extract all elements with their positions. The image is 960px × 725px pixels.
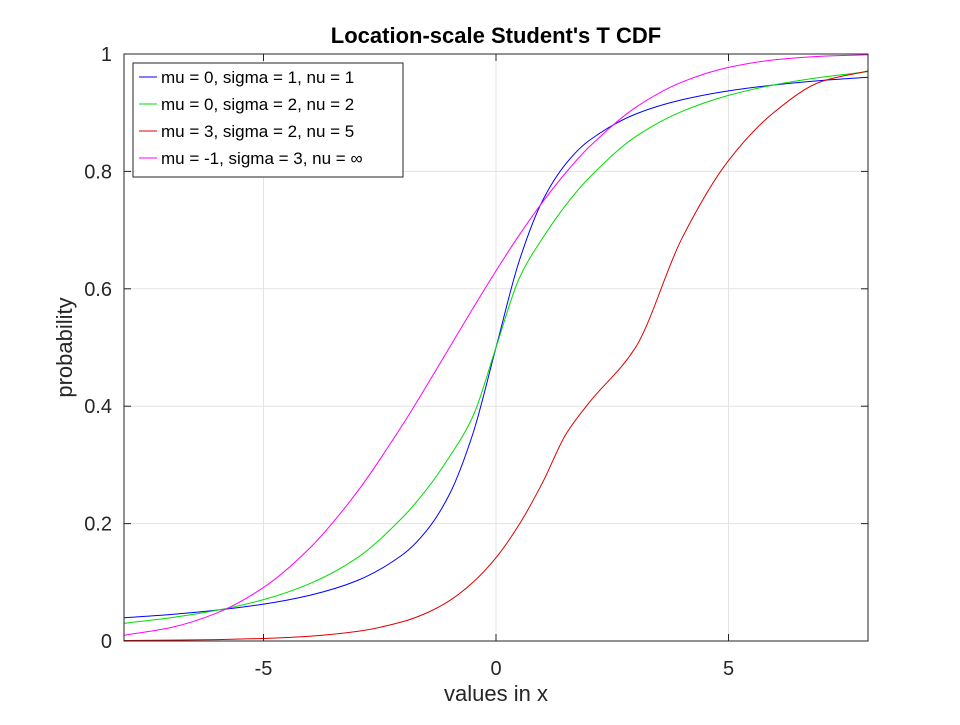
y-axis-label: probability [52, 297, 77, 397]
legend-entry: mu = 0, sigma = 2, nu = 2 [161, 95, 354, 114]
axis-ticks: -5 0 5 0 0.2 0.4 0.6 0.8 1 [84, 44, 868, 680]
series-line-2 [123, 71, 869, 624]
y-tick-label: 0 [101, 631, 112, 653]
legend-entry: mu = 3, sigma = 2, nu = 5 [161, 122, 354, 141]
y-tick-label: 0.2 [84, 514, 112, 536]
chart-title: Location-scale Student's T CDF [331, 23, 661, 48]
x-tick-label: 0 [490, 658, 501, 680]
y-tick-label: 1 [101, 44, 112, 66]
legend: mu = 0, sigma = 1, nu = 1 mu = 0, sigma =… [132, 62, 404, 178]
x-axis-label: values in x [444, 681, 548, 706]
legend-entry: mu = -1, sigma = 3, nu = ∞ [161, 149, 363, 168]
x-tick-label: -5 [255, 658, 273, 680]
y-tick-label: 0.6 [84, 279, 112, 301]
legend-box [132, 62, 404, 178]
series-line-3 [123, 70, 869, 642]
y-tick-label: 0.4 [84, 396, 112, 418]
series-lines [123, 54, 869, 642]
legend-entry: mu = 0, sigma = 1, nu = 1 [161, 68, 354, 87]
series-line-4 [123, 54, 869, 636]
y-tick-label: 0.8 [84, 161, 112, 183]
x-tick-label: 5 [723, 658, 734, 680]
